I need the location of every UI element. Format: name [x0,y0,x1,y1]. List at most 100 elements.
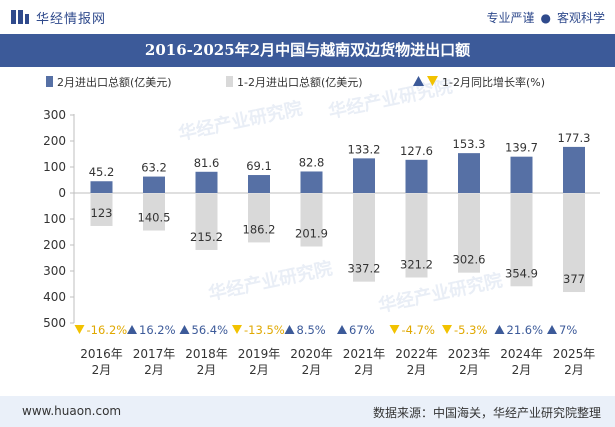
legend-swatch-1-2m [226,76,233,87]
bar-1-2m-9 [563,194,585,293]
y-tick-label: 0 [58,186,66,200]
value-label-2m-0: 45.2 [89,165,115,179]
value-label-1-2m-9: 377 [563,272,585,286]
tagline: 专业严谨 ● 客观科学 [486,9,605,26]
value-label-2m-1: 63.2 [141,161,167,175]
value-label-1-2m-6: 321.2 [400,258,433,272]
y-axis-ticks: 300 200 100 0 100 200 300 400 500 [43,108,74,330]
value-label-2m-8: 139.7 [505,141,538,155]
y-tick-label: 300 [43,108,66,122]
bar-2m-0 [90,181,113,193]
legend-label-growth: 1-2月同比增长率(%) [442,75,545,89]
bar-1-2m-5 [353,194,375,282]
bar-2m-9 [563,146,585,193]
growth-down-icon-3 [232,325,242,334]
value-label-2m-9: 177.3 [558,131,591,145]
growth-up-icon-2 [179,325,190,334]
value-label-2m-6: 127.6 [400,144,433,158]
value-label-2m-7: 153.3 [453,137,486,151]
bar-2m-1 [143,176,165,193]
tagline-separator: ● [540,11,551,25]
tagline-right: 客观科学 [556,11,605,25]
bar-2m-3 [248,175,270,193]
value-label-1-2m-5: 337.2 [348,262,381,276]
growth-label-6: -4.7% [402,323,435,337]
bar-1-2m-0 [90,194,113,226]
y-tick-label: 400 [43,290,66,304]
growth-label-3: -13.5% [244,323,285,337]
value-label-1-2m-8: 354.9 [505,266,538,280]
x-axis-categories: 2016年 2月 2017年 2月 2018年 2月 2019年 2月 2020年 2月 2021年… [80,347,595,377]
growth-up-icon-5 [337,325,347,334]
legend-swatch-2m [46,76,53,87]
bar-1-2m-2 [195,194,218,250]
y-tick-label: 200 [43,238,66,252]
growth-down-icon-0 [74,325,85,334]
data-source: 数据来源：中国海关，华经产业研究院整理 [372,406,601,420]
legend-label-2m: 2月进出口总额(亿美元) [57,75,172,89]
growth-label-1: 16.2% [139,323,176,337]
x-category-label-0: 2016年 2月 [80,347,123,377]
footer: www.huaon.com 数据来源：中国海关，华经产业研究院整理 [0,396,615,427]
x-category-label-7: 2023年 2月 [448,347,491,377]
title-bar: 2016-2025年2月中国与越南双边货物进出口额 [0,34,615,67]
legend-up-triangle-icon [413,76,424,86]
bar-2m-2 [195,171,218,193]
top-bar: 华经情报网 专业严谨 ● 客观科学 [0,0,615,34]
value-label-1-2m-2: 215.2 [190,230,223,244]
growth-label-2: 56.4% [192,323,229,337]
x-category-label-5: 2021年 2月 [343,347,386,377]
value-label-1-2m-7: 302.6 [453,253,486,267]
bar-1-2m-8 [510,194,533,287]
y-tick-label: 100 [43,160,66,174]
legend: 2月进出口总额(亿美元) 1-2月进出口总额(亿美元) 1-2月同比增长率(%) [46,75,545,89]
value-label-2m-3: 69.1 [246,159,272,173]
y-tick-label: 100 [43,212,66,226]
value-label-1-2m-0: 123 [91,206,113,220]
bar-1-2m-6 [405,194,428,278]
x-category-label-2: 2018年 2月 [185,347,228,377]
x-category-label-3: 2019年 2月 [238,347,281,377]
bar-1-2m-3 [248,194,270,243]
growth-row: -16.2% 16.2% 56.4% -13.5% 8.5% 67% -4.7% -5.3% 2… [74,323,577,337]
growth-label-7: -5.3% [454,323,487,337]
watermark-text: 华经产业研究院 [206,257,334,305]
bar-1-2m-4 [300,194,323,247]
brand[interactable]: 华经情报网 [10,7,106,27]
bars-layer [90,146,585,293]
legend-label-1-2m: 1-2月进出口总额(亿美元) [237,75,363,89]
value-label-2m-5: 133.2 [348,142,381,156]
website-link[interactable]: www.huaon.com [22,404,122,418]
x-category-label-6: 2022年 2月 [395,347,438,377]
growth-up-icon-9 [547,325,557,334]
chart-title: 2016-2025年2月中国与越南双边货物进出口额 [144,41,471,59]
watermark-text: 华经产业研究院 [176,97,304,145]
x-category-label-1: 2017年 2月 [133,347,176,377]
x-category-label-9: 2025年 2月 [553,347,596,377]
bar-2m-7 [458,153,480,193]
legend-down-triangle-icon [427,76,438,86]
growth-up-icon-8 [494,325,505,334]
value-label-1-2m-4: 201.9 [295,226,328,240]
growth-up-icon-1 [127,325,137,334]
x-category-label-4: 2020年 2月 [290,347,333,377]
value-label-1-2m-1: 140.5 [138,211,171,225]
bar-2m-6 [405,159,428,193]
growth-label-4: 8.5% [297,323,326,337]
brand-name: 华经情报网 [36,11,107,27]
bar-2m-4 [300,171,323,193]
value-label-2m-2: 81.6 [194,156,220,170]
growth-label-5: 67% [349,323,375,337]
bar-2m-5 [353,158,375,193]
value-label-2m-4: 82.8 [299,155,325,169]
value-label-1-2m-3: 186.2 [243,222,276,236]
y-tick-label: 500 [43,316,66,330]
growth-down-icon-6 [389,325,400,334]
growth-label-8: 21.6% [507,323,544,337]
bar-1-2m-1 [143,194,165,231]
growth-label-9: 7% [559,323,577,337]
huajing-logo-icon [11,10,29,24]
